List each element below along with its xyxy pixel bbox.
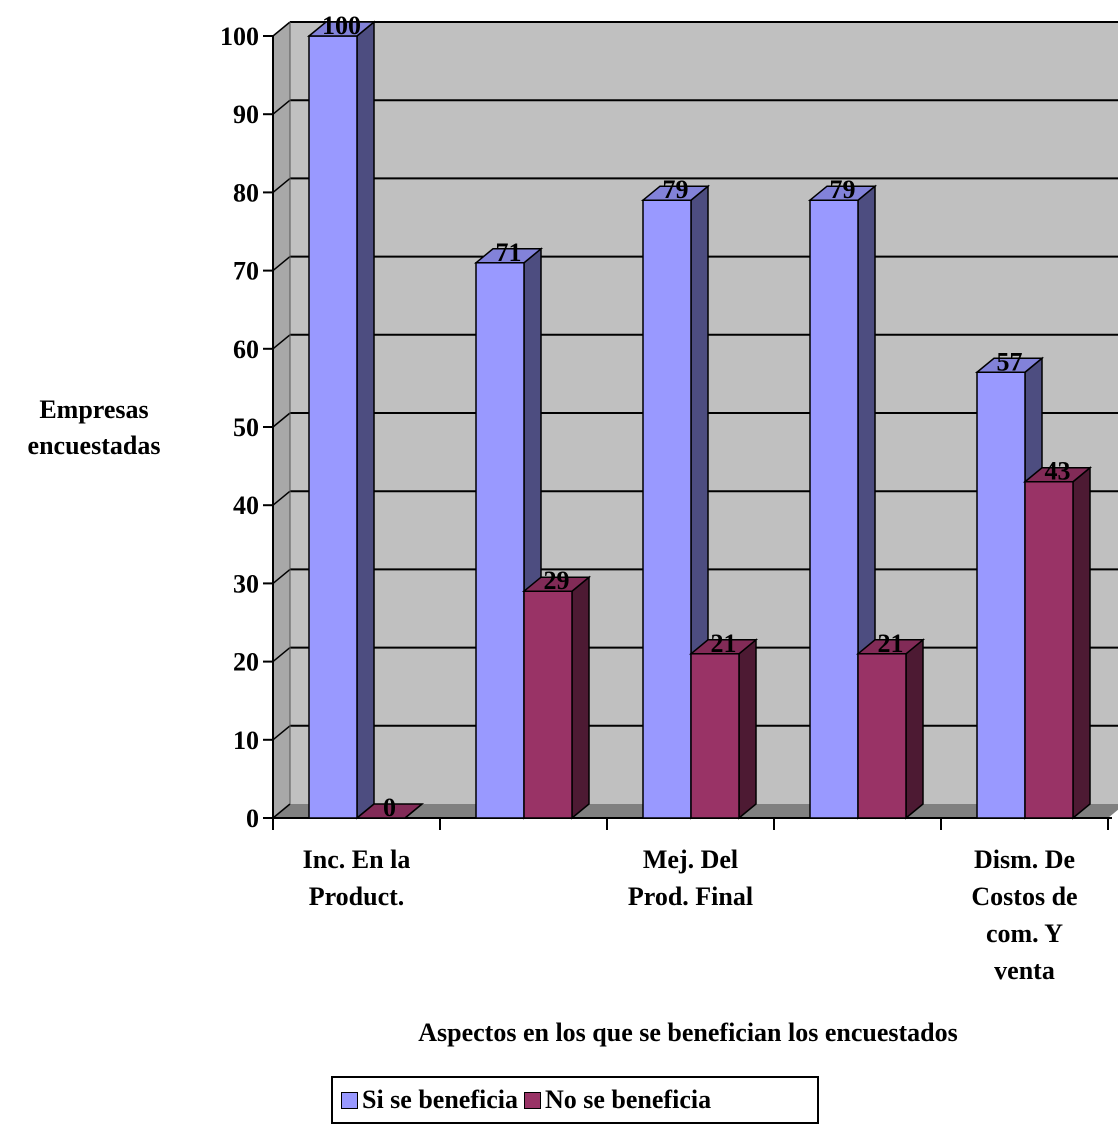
y-tick-label: 20 (233, 648, 259, 677)
legend: Si se beneficia No se beneficia (331, 1076, 819, 1124)
legend-item-series-2: No se beneficia (524, 1085, 711, 1115)
y-tick-label: 70 (233, 257, 259, 286)
data-label-1-1: 100 (322, 11, 361, 40)
data-labels: 100 71 79 79 57 0 29 21 21 43 (322, 11, 1071, 822)
data-label-1-3: 79 (663, 175, 689, 204)
bar-side-2-5 (1072, 466, 1091, 820)
y-tick-label: 50 (233, 413, 259, 442)
bar-top-2-4 (855, 639, 926, 655)
bar-side-2-2 (571, 575, 590, 820)
gridline-diagonal (272, 647, 291, 663)
bar-top-2-5 (1022, 466, 1093, 483)
bar-top-1-2 (473, 248, 544, 264)
y-tick-label: 30 (233, 569, 259, 598)
x-tick-label: Mej. Del Prod. Final (628, 845, 753, 911)
bar-1-2 (475, 262, 525, 819)
gridline-diagonal (272, 177, 291, 193)
legend-item-series-1: Si se beneficia (341, 1085, 518, 1115)
x-axis-title: Aspectos en los que se benefician los en… (418, 1018, 958, 1047)
bar-1-5 (976, 371, 1026, 819)
bar-2-4 (857, 653, 907, 819)
bar-side-2-4 (905, 638, 924, 820)
bar-top-1-4 (807, 185, 878, 201)
y-tick-label: 60 (233, 335, 259, 364)
bar-2-5 (1024, 480, 1074, 819)
data-label-2-3: 21 (711, 629, 737, 658)
data-label-1-2: 71 (496, 238, 522, 267)
gridline-diagonal (272, 803, 291, 819)
gridline-diagonal (272, 412, 291, 428)
bar-side-2-3 (738, 638, 757, 820)
bar-1-1 (308, 35, 358, 819)
y-axis-title: Empresas encuestadas (28, 395, 161, 460)
x-tick-label: Inc. En la Product. (303, 845, 411, 911)
bar-top-2-3 (688, 639, 759, 655)
y-tick-label: 100 (220, 22, 259, 51)
gridline-diagonal (272, 490, 291, 506)
y-tick-label: 10 (233, 726, 259, 755)
y-tick-label: 40 (233, 491, 259, 520)
data-label-1-5: 57 (997, 347, 1023, 376)
data-label-2-1: 0 (383, 793, 396, 822)
legend-label-series-1: Si se beneficia (362, 1085, 518, 1114)
bar-2-2 (523, 590, 573, 819)
bar-top-1-5 (974, 357, 1045, 374)
bar-top-1-3 (640, 185, 711, 201)
bar-top-2-1 (354, 803, 425, 819)
axes: 0 10 20 30 40 50 60 70 80 90 100 Inc. En la Product.… (220, 22, 1112, 985)
data-label-2-4: 21 (878, 629, 904, 658)
legend-swatch-series-1 (341, 1091, 358, 1109)
bars (306, 20, 1093, 820)
gridline-diagonal (272, 256, 291, 272)
bar-top-2-2 (521, 576, 592, 592)
gridline-diagonal (272, 21, 291, 37)
gridline-diagonal (272, 99, 291, 115)
gridline-diagonal (272, 568, 291, 584)
y-tick-label: 0 (246, 804, 259, 833)
legend-swatch-series-2 (524, 1091, 541, 1109)
bar-2-3 (690, 653, 740, 819)
gridline-diagonal (272, 725, 291, 741)
y-tick-label: 80 (233, 178, 259, 207)
bar-side-1-1 (356, 20, 375, 820)
legend-label-series-2: No se beneficia (545, 1085, 712, 1114)
data-label-1-4: 79 (830, 175, 856, 204)
bar-top-1-1 (306, 21, 377, 37)
bar-1-3 (642, 199, 692, 819)
data-label-2-2: 29 (544, 566, 570, 595)
bar-1-4 (809, 199, 859, 819)
y-tick-label: 90 (233, 100, 259, 129)
gridline-diagonal (272, 334, 291, 350)
data-label-2-5: 43 (1045, 457, 1071, 486)
